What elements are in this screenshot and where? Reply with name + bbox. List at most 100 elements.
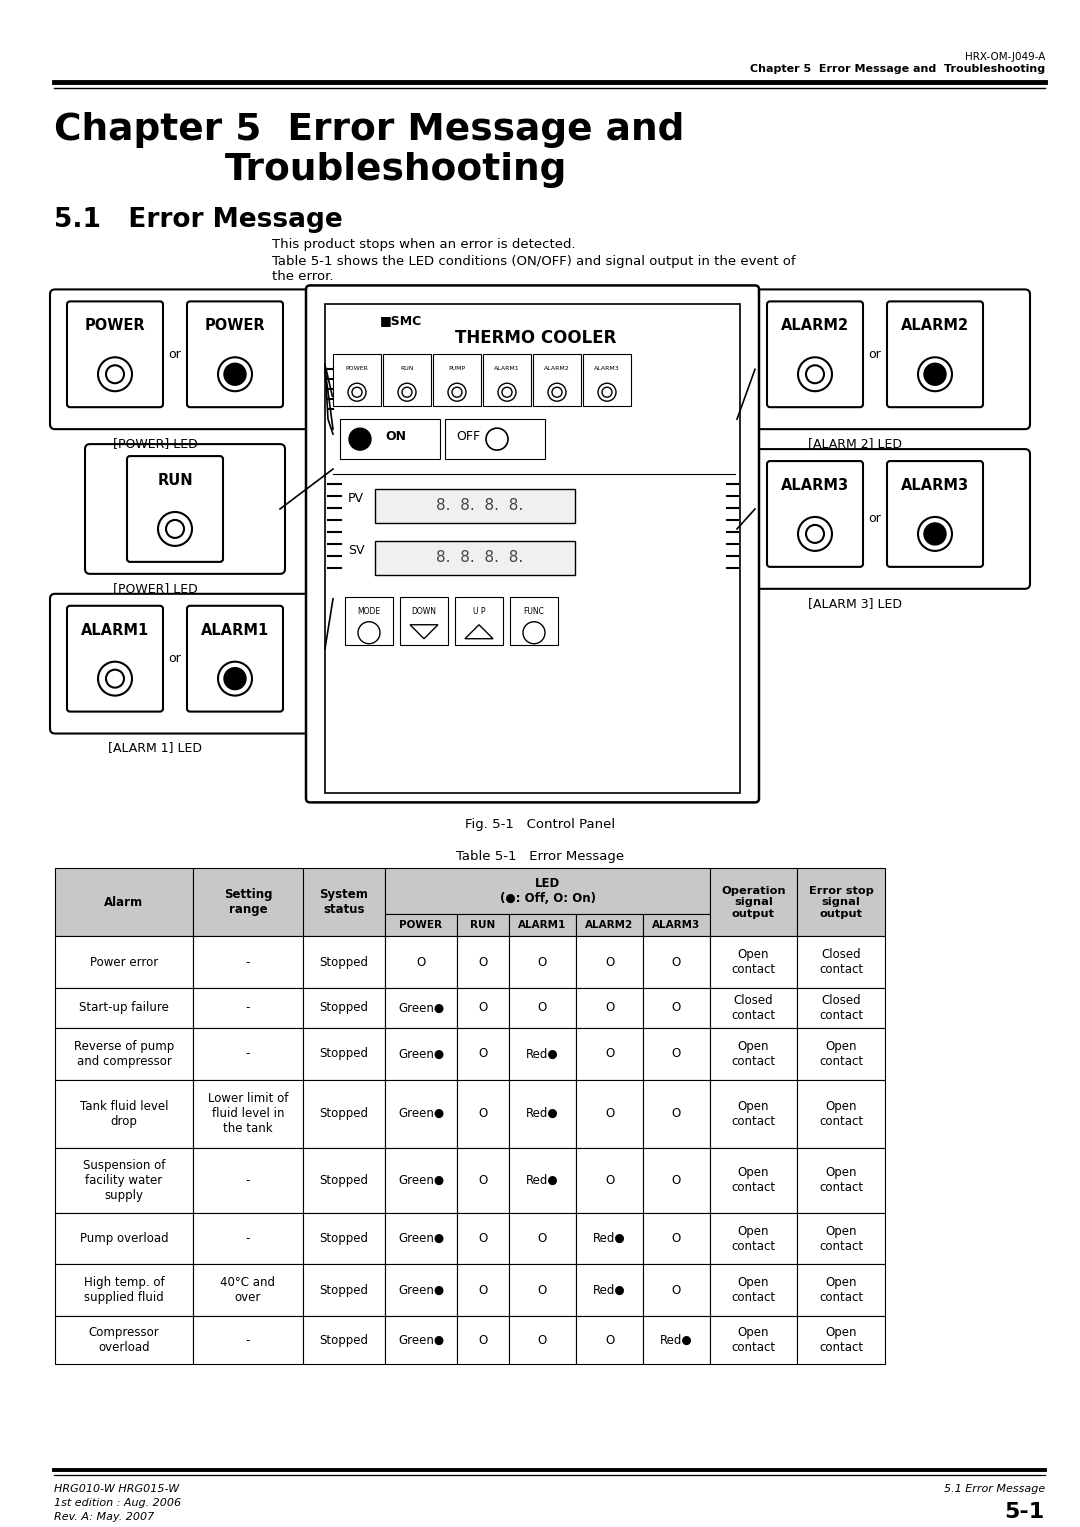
FancyBboxPatch shape	[127, 457, 222, 562]
Bar	[710, 1316, 797, 1364]
Bar	[576, 1080, 643, 1148]
Bar	[55, 988, 193, 1028]
Bar	[55, 869, 193, 936]
Text: O: O	[478, 1002, 488, 1014]
Text: O: O	[672, 1232, 681, 1245]
Text: -: -	[246, 1002, 251, 1014]
Text: Open
contact: Open contact	[731, 1167, 775, 1194]
Bar	[384, 1212, 457, 1264]
Circle shape	[218, 357, 252, 391]
Bar	[797, 1264, 885, 1316]
Circle shape	[486, 428, 508, 450]
Bar	[55, 1080, 193, 1148]
Text: Green●: Green●	[397, 1174, 444, 1186]
Text: -: -	[246, 1333, 251, 1347]
Text: -: -	[246, 956, 251, 968]
Circle shape	[349, 428, 372, 450]
Text: Stopped: Stopped	[320, 1107, 368, 1121]
Text: Red●: Red●	[593, 1284, 625, 1296]
Circle shape	[402, 388, 411, 397]
Text: U P: U P	[473, 606, 485, 615]
Text: OFF: OFF	[456, 429, 481, 443]
Text: PUMP: PUMP	[448, 366, 465, 371]
Bar	[384, 1264, 457, 1316]
Text: System
status: System status	[320, 889, 368, 916]
Text: Stopped: Stopped	[320, 956, 368, 968]
Text: Stopped: Stopped	[320, 1174, 368, 1186]
FancyBboxPatch shape	[67, 301, 163, 408]
Text: or: or	[868, 513, 881, 525]
Bar	[797, 936, 885, 988]
Text: O: O	[672, 1107, 681, 1121]
Circle shape	[98, 661, 132, 696]
FancyBboxPatch shape	[887, 461, 983, 567]
Text: or: or	[168, 652, 181, 666]
Text: Open
contact: Open contact	[731, 948, 775, 976]
Text: Open
contact: Open contact	[819, 1167, 863, 1194]
Text: LED
(●: Off, O: On): LED (●: Off, O: On)	[499, 876, 595, 906]
Text: Pump overload: Pump overload	[80, 1232, 168, 1245]
Text: Green●: Green●	[397, 1232, 444, 1245]
Text: Red●: Red●	[526, 1048, 558, 1060]
Text: -: -	[246, 1174, 251, 1186]
FancyBboxPatch shape	[67, 606, 163, 712]
Bar	[643, 1080, 710, 1148]
Text: O: O	[605, 956, 615, 968]
Bar	[510, 597, 558, 644]
Text: PV: PV	[348, 493, 364, 505]
Circle shape	[98, 357, 132, 391]
Bar	[384, 988, 457, 1028]
Text: FUNC: FUNC	[524, 606, 544, 615]
Bar	[643, 1264, 710, 1316]
Text: ALARM2: ALARM2	[585, 921, 634, 930]
Text: O: O	[672, 1002, 681, 1014]
Text: or: or	[168, 348, 181, 360]
Text: O: O	[478, 1284, 488, 1296]
Text: Red●: Red●	[593, 1232, 625, 1245]
Text: 5-1: 5-1	[1004, 1503, 1045, 1522]
Text: 40°C and
over: 40°C and over	[220, 1277, 275, 1304]
Text: Suspension of
facility water
supply: Suspension of facility water supply	[83, 1159, 165, 1202]
Bar	[643, 1212, 710, 1264]
Text: Open
contact: Open contact	[819, 1099, 863, 1128]
Text: RUN: RUN	[401, 366, 414, 371]
Circle shape	[918, 357, 951, 391]
Text: Troubleshooting: Troubleshooting	[225, 151, 567, 188]
Bar	[534, 354, 581, 406]
Text: O: O	[605, 1048, 615, 1060]
FancyBboxPatch shape	[750, 449, 1030, 589]
Text: Red●: Red●	[660, 1333, 692, 1347]
Bar	[643, 936, 710, 988]
Bar	[643, 1316, 710, 1364]
Bar	[384, 1316, 457, 1364]
Text: Compressor
overload: Compressor overload	[89, 1327, 160, 1354]
Circle shape	[357, 621, 380, 644]
Bar	[643, 915, 710, 936]
Bar	[384, 915, 457, 936]
Text: POWER: POWER	[346, 366, 368, 371]
Bar	[710, 1264, 797, 1316]
Bar	[457, 1080, 509, 1148]
Text: THERMO COOLER: THERMO COOLER	[455, 330, 617, 347]
Bar	[509, 915, 576, 936]
Bar	[576, 1028, 643, 1080]
Text: ALARM1: ALARM1	[495, 366, 519, 371]
Bar	[303, 1316, 384, 1364]
Text: RUN: RUN	[471, 921, 496, 930]
Text: ON: ON	[384, 429, 406, 443]
Bar	[457, 988, 509, 1028]
Bar	[457, 915, 509, 936]
Text: DOWN: DOWN	[411, 606, 436, 615]
Text: Open
contact: Open contact	[819, 1277, 863, 1304]
Bar	[509, 936, 576, 988]
Bar	[576, 915, 643, 936]
Bar	[193, 936, 303, 988]
Bar	[710, 1028, 797, 1080]
Text: O: O	[478, 1333, 488, 1347]
Text: MODE: MODE	[357, 606, 380, 615]
Text: High temp. of
supplied fluid: High temp. of supplied fluid	[83, 1277, 164, 1304]
Bar	[710, 936, 797, 988]
Text: ■SMC: ■SMC	[380, 315, 422, 327]
Text: Green●: Green●	[397, 1333, 444, 1347]
Circle shape	[918, 518, 951, 551]
